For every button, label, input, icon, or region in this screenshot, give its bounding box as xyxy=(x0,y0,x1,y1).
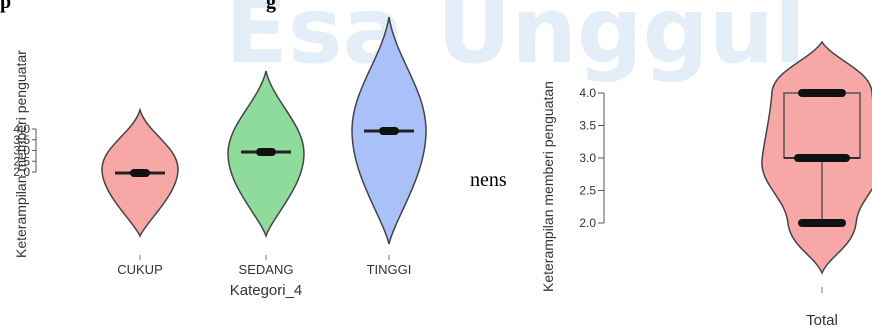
left-y-tick-label: 2.0 xyxy=(13,165,30,179)
right-y-axis-label: Keterampilan memberi penguatan xyxy=(540,81,556,292)
left-y-ticks: 4.03.53.02.52.0 xyxy=(13,122,36,179)
left-x-ticks: CUKUP SEDANG TINGGI xyxy=(117,255,411,277)
left-x-axis-label: Kategori_4 xyxy=(230,282,303,299)
right-y-tick-label: 2.0 xyxy=(579,216,596,230)
data-points-4.0 xyxy=(798,89,846,97)
left-y-tick-label: 3.0 xyxy=(13,144,30,158)
header-fragment: p xyxy=(0,0,11,13)
right-x-ticks: Total xyxy=(806,287,838,329)
right-violin xyxy=(761,40,872,275)
header-fragment-2: g xyxy=(266,0,276,13)
right-chart: Keterampilan memberi penguatan 4.0 3.5 3.0… xyxy=(540,40,872,329)
left-violins xyxy=(101,16,427,245)
data-points-3.0 xyxy=(794,154,850,162)
right-y-ticks: 4.0 3.5 3.0 2.5 2.0 xyxy=(579,86,604,230)
data-points-cluster xyxy=(379,127,399,135)
x-tick-label: SEDANG xyxy=(239,262,294,277)
data-points-cluster xyxy=(256,148,276,156)
left-y-tick-label: 4.0 xyxy=(13,122,30,136)
right-y-tick-label: 3.5 xyxy=(579,119,596,133)
left-y-tick-label: 2.5 xyxy=(13,154,30,168)
right-y-tick-label: 4.0 xyxy=(579,86,596,100)
data-points-cluster xyxy=(130,169,150,177)
data-points-2.0 xyxy=(798,219,846,227)
x-tick-label: CUKUP xyxy=(117,262,163,277)
left-chart: Keterampilan memberi penguatar 4.03.53.0… xyxy=(13,16,427,299)
right-y-tick-label: 3.0 xyxy=(579,151,596,165)
x-tick-label: Total xyxy=(806,312,838,329)
left-y-tick-label: 3.5 xyxy=(13,133,30,147)
left-y-axis-label: Keterampilan memberi penguatar xyxy=(13,50,29,258)
right-y-tick-label: 2.5 xyxy=(579,184,596,198)
watermark-text: Esa Unggul xyxy=(225,0,806,84)
x-tick-label: TINGGI xyxy=(367,262,412,277)
side-text: nens xyxy=(470,169,507,191)
